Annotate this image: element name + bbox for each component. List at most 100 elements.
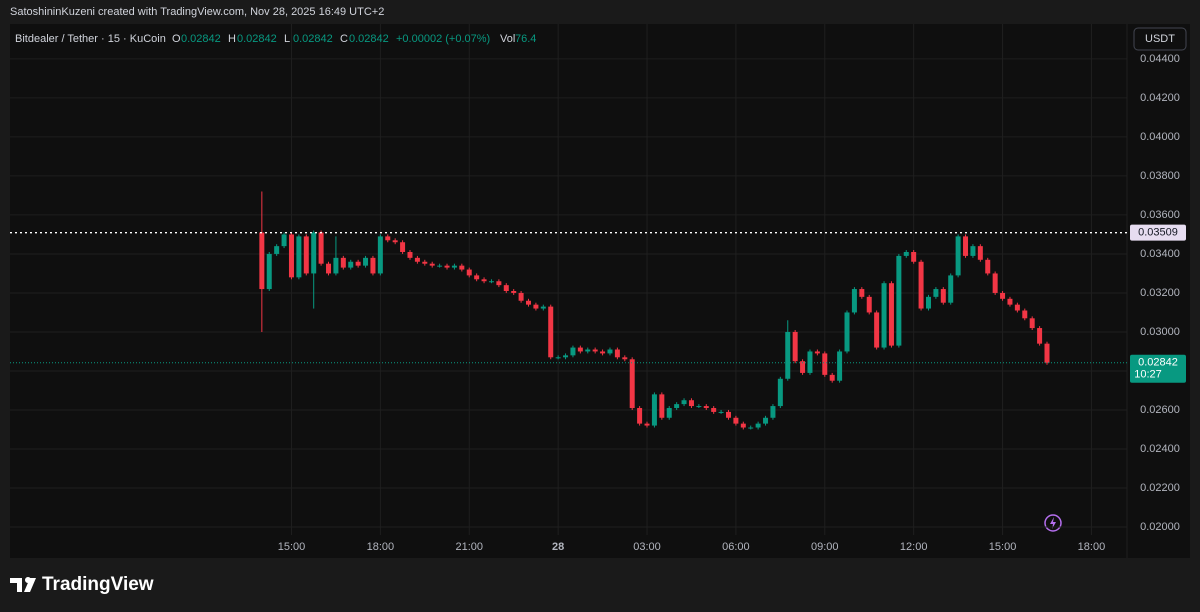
candle-body bbox=[622, 357, 628, 360]
candle-body bbox=[851, 289, 857, 313]
alert-icon[interactable] bbox=[1044, 514, 1062, 532]
candle-body bbox=[948, 275, 954, 303]
candle-body bbox=[466, 269, 472, 276]
candle-body bbox=[459, 265, 465, 270]
candle-body bbox=[911, 251, 917, 262]
candle-body bbox=[348, 261, 354, 268]
candle-body bbox=[992, 273, 998, 293]
candle-body bbox=[600, 351, 606, 354]
x-tick-label: 09:00 bbox=[811, 541, 839, 553]
candle-body bbox=[844, 312, 850, 352]
candle-body bbox=[422, 261, 428, 264]
candle-body bbox=[933, 289, 939, 297]
x-tick-label: 15:00 bbox=[989, 541, 1017, 553]
candle-body bbox=[392, 240, 398, 243]
candle-body bbox=[540, 306, 546, 309]
candle-body bbox=[725, 411, 731, 418]
candle-body bbox=[533, 304, 539, 309]
candle-body bbox=[681, 400, 687, 405]
grid bbox=[10, 24, 1127, 535]
last-price-box bbox=[1130, 354, 1186, 383]
candle-body bbox=[777, 378, 783, 407]
candle-body bbox=[570, 347, 576, 356]
last-price-label: 0.02842 bbox=[1138, 357, 1178, 369]
candle-body bbox=[918, 261, 924, 309]
symbol: Bitdealer / Tether · 15 · KuCoin bbox=[15, 33, 166, 45]
candle-body bbox=[585, 349, 591, 352]
candle-body bbox=[407, 251, 413, 258]
legend-value: 0.02842 bbox=[349, 33, 389, 45]
x-tick-label: 12:00 bbox=[900, 541, 928, 553]
candle-body bbox=[1000, 292, 1006, 299]
candle-body bbox=[481, 279, 487, 282]
legend-key: Vol bbox=[500, 33, 515, 45]
candle-body bbox=[888, 283, 894, 346]
candle-body bbox=[696, 406, 702, 408]
candle-body bbox=[666, 408, 672, 418]
candle-body bbox=[688, 400, 694, 407]
candle-body bbox=[303, 236, 309, 274]
y-tick-label: 0.03000 bbox=[1140, 326, 1180, 338]
candle-body bbox=[563, 355, 569, 358]
candle-body bbox=[829, 374, 835, 381]
x-tick-label: 21:00 bbox=[455, 541, 483, 553]
candle-body bbox=[637, 408, 643, 424]
y-tick-label: 0.03800 bbox=[1140, 170, 1180, 182]
candle-body bbox=[526, 300, 532, 305]
legend-key: H bbox=[228, 33, 236, 45]
y-tick-label: 0.04000 bbox=[1140, 131, 1180, 143]
candle-body bbox=[807, 351, 813, 373]
legend-value: 0.02842 bbox=[237, 33, 277, 45]
candle-body bbox=[266, 253, 272, 290]
candle-body bbox=[363, 257, 369, 266]
candle-body bbox=[1022, 310, 1028, 319]
candle-body bbox=[711, 408, 717, 412]
candle-body bbox=[1014, 304, 1020, 311]
candle-body bbox=[555, 357, 561, 359]
candle-body bbox=[866, 296, 872, 313]
brand-logo bbox=[10, 576, 36, 592]
candle-body bbox=[651, 394, 657, 426]
candle-body bbox=[859, 289, 865, 297]
candle-body bbox=[940, 289, 946, 303]
y-tick-label: 0.03600 bbox=[1140, 209, 1180, 221]
candle-body bbox=[288, 234, 294, 278]
countdown: 10:27 bbox=[1134, 369, 1162, 381]
candle-body bbox=[770, 406, 776, 418]
x-tick-label: 28 bbox=[552, 541, 564, 553]
candle-body bbox=[385, 236, 391, 241]
candle-body bbox=[1044, 343, 1050, 363]
candle-body bbox=[326, 263, 332, 274]
x-tick-label: 15:00 bbox=[278, 541, 306, 553]
candle-body bbox=[955, 236, 961, 276]
candle-body bbox=[874, 312, 880, 348]
candle-body bbox=[355, 261, 361, 266]
candle-body bbox=[518, 292, 524, 301]
currency[interactable]: USDT bbox=[1145, 33, 1175, 45]
candle-body bbox=[474, 275, 480, 280]
candle-body bbox=[414, 257, 420, 262]
legend-key: C bbox=[340, 33, 348, 45]
brand: TradingView bbox=[42, 574, 154, 595]
candle-body bbox=[718, 411, 724, 413]
legend-value: 76.4 bbox=[515, 33, 536, 45]
candle-body bbox=[340, 257, 346, 268]
candle-body bbox=[740, 423, 746, 428]
candle-body bbox=[837, 351, 843, 381]
x-tick-label: 06:00 bbox=[722, 541, 750, 553]
candle-body bbox=[785, 331, 791, 379]
candle-body bbox=[259, 232, 265, 290]
candle-body bbox=[429, 263, 435, 266]
candle-body bbox=[733, 417, 739, 424]
y-tick-label: 0.02400 bbox=[1140, 443, 1180, 455]
candle-body bbox=[548, 306, 554, 358]
candle-body bbox=[1007, 298, 1013, 305]
candle-body bbox=[822, 353, 828, 375]
candle-body bbox=[370, 257, 376, 274]
candle-body bbox=[614, 349, 620, 358]
currency-button[interactable] bbox=[1133, 27, 1187, 51]
candle-body bbox=[1037, 328, 1043, 344]
high-line-label: 0.03509 bbox=[1138, 227, 1178, 239]
candle-body bbox=[755, 423, 761, 428]
legend-change: +0.00002 (+0.07%) bbox=[396, 33, 490, 45]
